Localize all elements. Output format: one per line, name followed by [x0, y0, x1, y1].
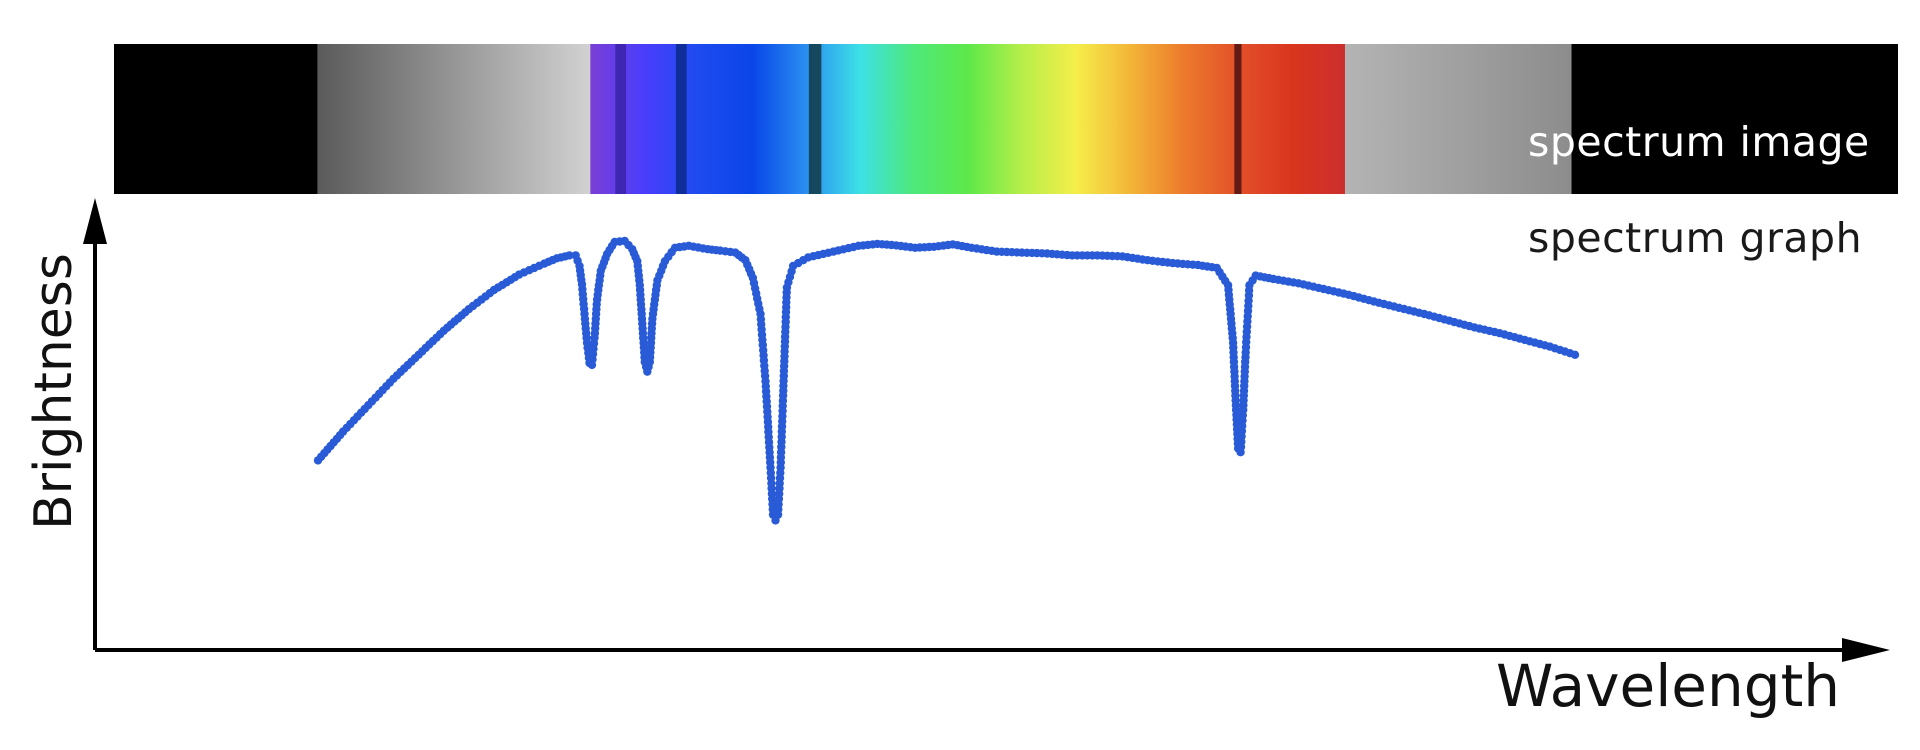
strip-segment [317, 44, 591, 194]
spectrum-image-label: spectrum image [1528, 118, 1870, 166]
brightness-markers [313, 236, 1580, 525]
strip-segment [1571, 44, 1898, 194]
strip-segments [114, 44, 1898, 194]
absorption-lines [615, 44, 1242, 194]
absorption-line [615, 44, 627, 194]
curve-marker [565, 251, 574, 260]
spectrum-graph-label: spectrum graph [1528, 214, 1863, 262]
absorption-line [675, 44, 687, 194]
absorption-line [1234, 44, 1242, 194]
strip-segment [1344, 44, 1573, 194]
x-axis-arrow-icon [1842, 638, 1890, 662]
y-axis-label: Brightness [24, 253, 84, 530]
spectrum-image-strip [114, 44, 1898, 194]
strip-segment [114, 44, 318, 194]
strip-segment [590, 44, 1346, 194]
x-axis-label: Wavelength [1496, 652, 1841, 720]
spectrum-strip-graphic [114, 44, 1898, 194]
axes [83, 198, 1890, 662]
absorption-line [808, 44, 822, 194]
curve-marker [1570, 350, 1580, 359]
y-axis-arrow-icon [83, 198, 107, 244]
